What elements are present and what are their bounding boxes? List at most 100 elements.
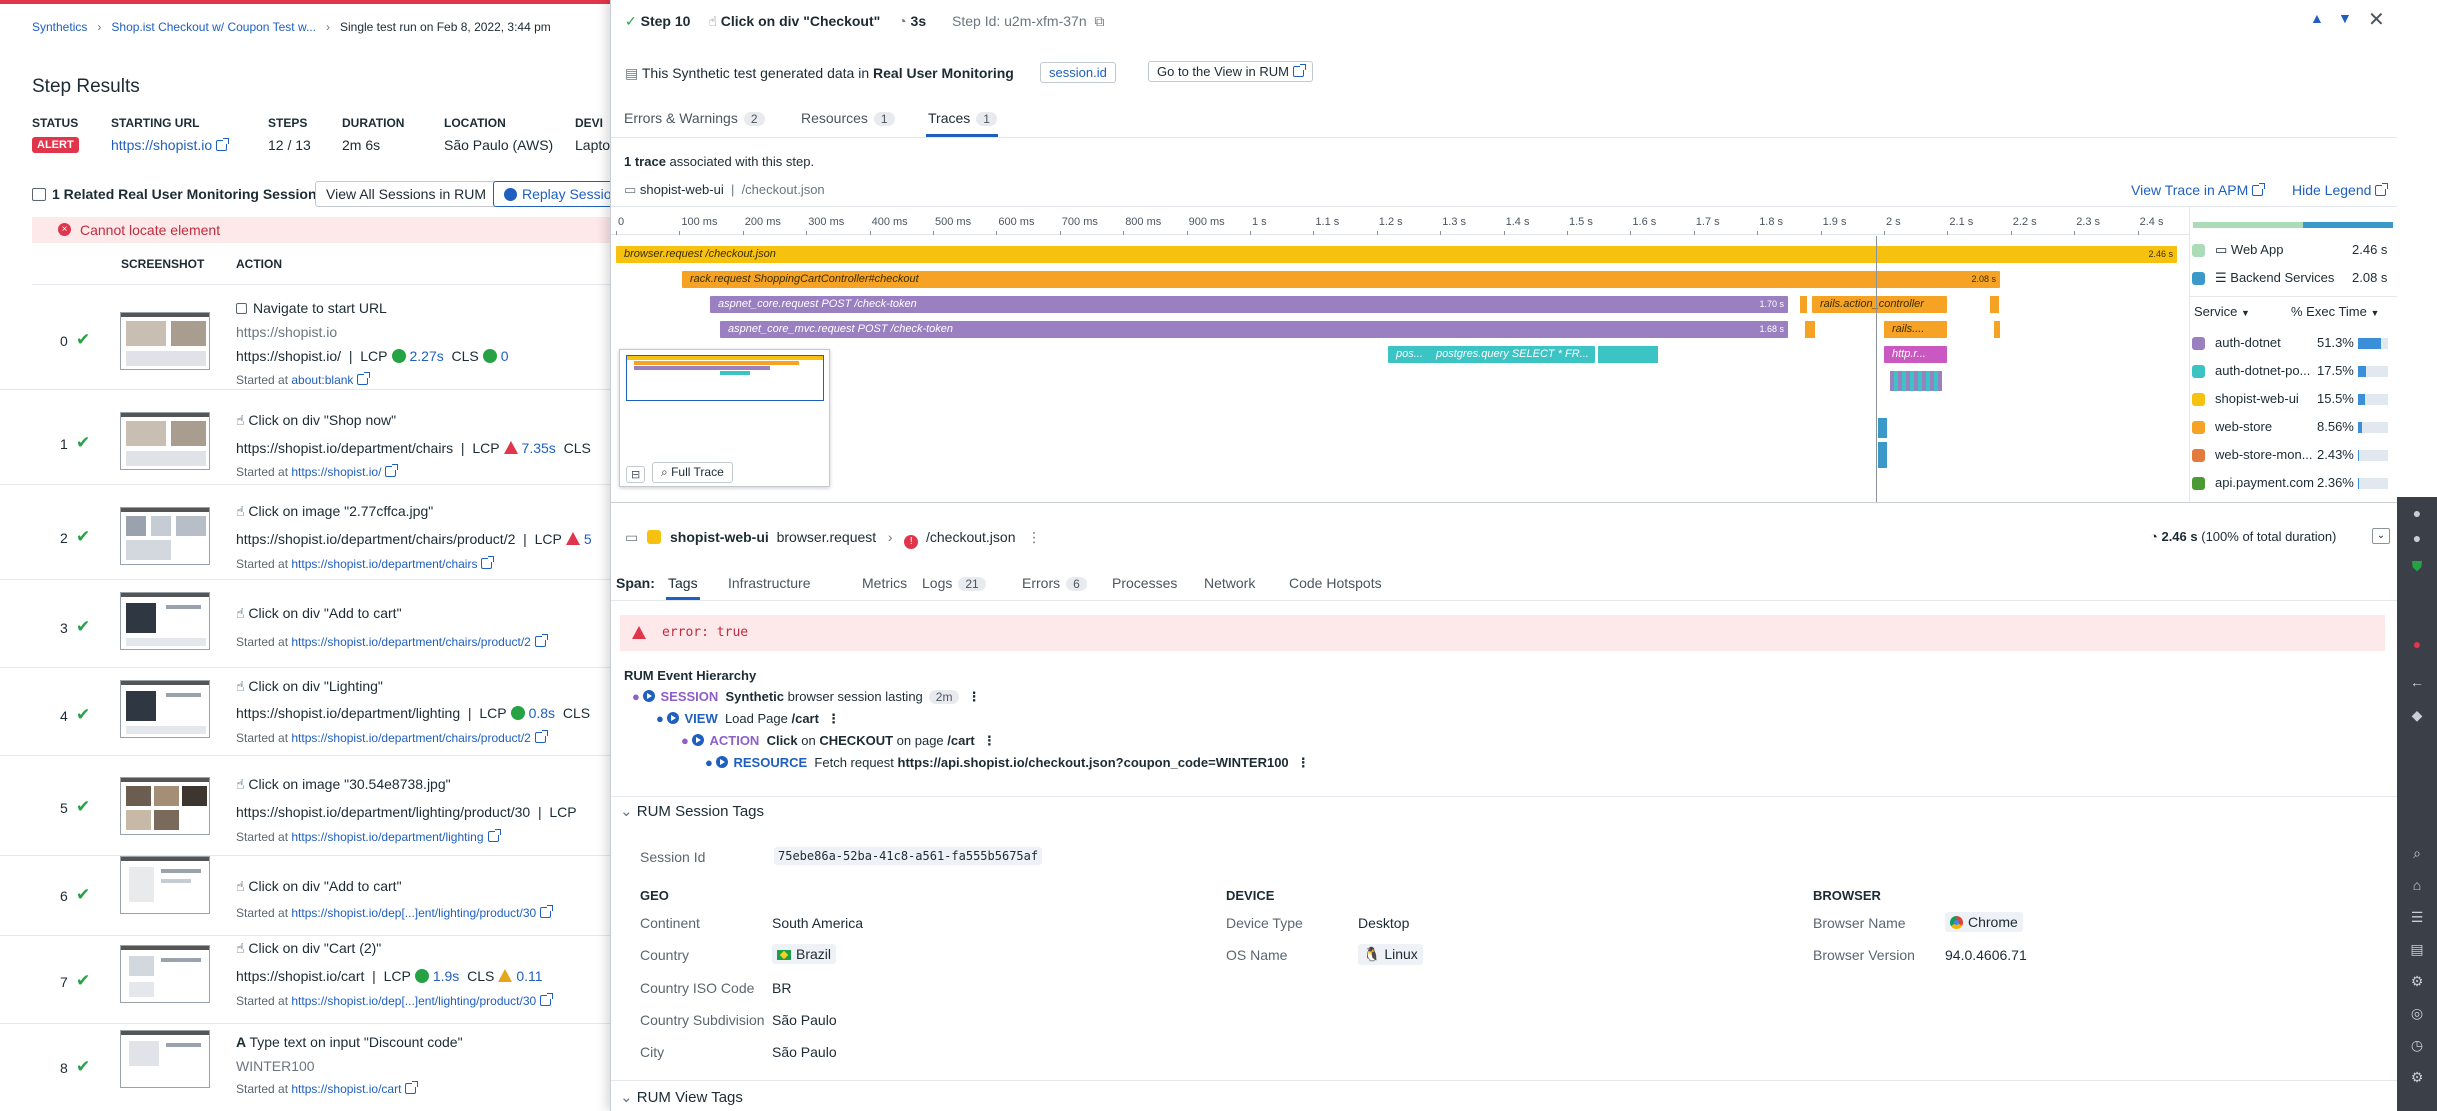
view-tags-section[interactable]: ⌄ RUM View Tags xyxy=(620,1089,743,1106)
hier-session[interactable]: ● SESSION Synthetic browser session last… xyxy=(632,689,980,705)
span-tab-processes[interactable]: Processes xyxy=(1112,575,1178,591)
hier-view[interactable]: ● VIEW Load Page /cart⋮ xyxy=(656,711,840,727)
step-screenshot[interactable] xyxy=(120,945,210,1003)
span-postgres-query[interactable]: postgres.query SELECT * FR... xyxy=(1428,346,1595,363)
tab-resources[interactable]: Resources 1 xyxy=(801,110,895,126)
tab-traces[interactable]: Traces 1 xyxy=(928,110,997,126)
step-row-8[interactable]: 8 ✔ A Type text on input "Discount code" … xyxy=(0,1024,610,1111)
geo-subdivision[interactable]: São Paulo xyxy=(772,1012,837,1028)
hier-resource[interactable]: ● RESOURCE Fetch request https://api.sho… xyxy=(705,755,1310,771)
geo-city[interactable]: São Paulo xyxy=(772,1044,837,1060)
span-rack-request[interactable]: rack.request ShoppingCartController#chec… xyxy=(682,271,2000,288)
browser-icon: ▭ xyxy=(624,182,640,197)
legend-exec-select[interactable]: % Exec Time ▼ xyxy=(2291,304,2380,319)
collapse-icon[interactable]: ⊟ xyxy=(626,466,646,483)
timeline-tick-mark xyxy=(806,231,808,235)
device-os[interactable]: 🐧 Linux xyxy=(1358,944,1423,965)
span-browser-request[interactable]: browser.request /checkout.json 2.46 s xyxy=(616,246,2177,263)
step-row-1[interactable]: 1 ✔ ☝ Click on div "Shop now" https://sho… xyxy=(0,390,610,485)
poor-icon xyxy=(503,441,518,454)
service-pct: 51.3% xyxy=(2317,335,2354,350)
step-screenshot[interactable] xyxy=(120,856,210,914)
full-trace-button[interactable]: ⌕ Full Trace xyxy=(652,462,733,483)
step-row-3[interactable]: 3 ✔ ☝ Click on div "Add to cart" Started … xyxy=(0,580,610,668)
external-link-icon xyxy=(540,993,554,1006)
span-tab-errors[interactable]: Errors 6 xyxy=(1022,575,1087,591)
home-icon[interactable]: ⌂ xyxy=(2412,877,2422,893)
list-icon[interactable]: ☰ xyxy=(2410,909,2424,925)
step-row-4[interactable]: 4 ✔ ☝ Click on div "Lighting" https://sho… xyxy=(0,668,610,756)
dot-icon[interactable]: ● xyxy=(2412,530,2422,546)
step-screenshot[interactable] xyxy=(120,777,210,835)
span-tab-network[interactable]: Network xyxy=(1204,575,1256,591)
trace-minimap[interactable]: ⊟ ⌕ Full Trace xyxy=(619,349,830,487)
dog-logo-icon[interactable]: ◆ xyxy=(2411,707,2423,723)
geo-country[interactable]: Brazil xyxy=(772,944,837,964)
record-icon[interactable]: ● xyxy=(2412,636,2422,652)
span-rails[interactable]: rails.... xyxy=(1884,321,1947,338)
span-postgres-a[interactable]: pos... xyxy=(1388,346,1436,363)
next-step-button[interactable]: ▼ xyxy=(2338,10,2352,26)
timeline-tick-mark xyxy=(2010,231,2012,235)
starting-url-link[interactable]: https://shopist.io xyxy=(111,137,230,153)
chart-icon[interactable]: ▤ xyxy=(2410,941,2424,957)
session-id-value[interactable]: 75ebe86a-52ba-41c8-a561-fa555b5675af xyxy=(774,847,1043,865)
back-arrow-icon[interactable]: ← xyxy=(2410,674,2424,690)
span-tab-infrastructure[interactable]: Infrastructure xyxy=(728,575,811,591)
go-to-rum-button[interactable]: Go to the View in RUM xyxy=(1148,61,1313,82)
browser-version[interactable]: 94.0.4606.71 xyxy=(1945,947,2027,963)
span-aspnet-core-request[interactable]: aspnet_core.request POST /check-token 1.7… xyxy=(710,296,1788,313)
flame-graph[interactable] xyxy=(611,206,2189,502)
breadcrumb-synthetics[interactable]: Synthetics xyxy=(32,20,88,34)
span-tab-code-hotspots[interactable]: Code Hotspots xyxy=(1289,575,1382,591)
geo-iso[interactable]: BR xyxy=(772,980,792,996)
prev-step-button[interactable]: ▲ xyxy=(2310,10,2324,26)
span-tab-tags[interactable]: Tags xyxy=(668,575,698,591)
shield-icon[interactable]: ⛊ xyxy=(2411,558,2423,574)
collapse-panel-icon[interactable]: ⌄ xyxy=(2372,528,2390,544)
hier-action[interactable]: ● ACTION Click on CHECKOUT on page /cart… xyxy=(681,733,996,749)
tab-errors-warnings[interactable]: Errors & Warnings 2 xyxy=(624,110,765,126)
check-icon: ✔ xyxy=(76,1057,91,1076)
step-screenshot[interactable] xyxy=(120,592,210,650)
step-screenshot[interactable] xyxy=(120,1030,210,1088)
settings-icon[interactable]: ⚙ xyxy=(2410,1069,2424,1085)
breadcrumb-test[interactable]: Shop.ist Checkout w/ Coupon Test w... xyxy=(111,20,316,34)
span-rails-action-controller[interactable]: rails.action_controller xyxy=(1812,296,1947,313)
span-aspnet-core-mvc-request[interactable]: aspnet_core_mvc.request POST /check-toke… xyxy=(720,321,1788,338)
geo-continent[interactable]: South America xyxy=(772,915,864,931)
server-icon: ☰ xyxy=(2215,270,2231,285)
span-tab-logs[interactable]: Logs 21 xyxy=(922,575,986,591)
step-row-2[interactable]: 2 ✔ ☝ Click on image "2.77cffca.jpg" http… xyxy=(0,485,610,580)
view-all-sessions-button[interactable]: View All Sessions in RUM xyxy=(315,181,498,207)
view-trace-apm-link[interactable]: View Trace in APM xyxy=(2131,182,2266,198)
legend-service-select[interactable]: Service ▼ xyxy=(2194,304,2250,319)
close-icon[interactable]: ✕ xyxy=(2368,9,2385,31)
span-tab-metrics[interactable]: Metrics xyxy=(862,575,908,591)
replay-session-button[interactable]: Replay Session xyxy=(493,181,610,207)
timeline-tick: 2.4 s xyxy=(2139,216,2164,228)
step-row-0[interactable]: 0 ✔ Navigate to start URL https://shopist… xyxy=(0,285,610,390)
device-type[interactable]: Desktop xyxy=(1358,915,1410,931)
gauge-icon[interactable]: ◷ xyxy=(2410,1037,2424,1053)
step-row-5[interactable]: 5 ✔ ☝ Click on image "30.54e8738.jpg" htt… xyxy=(0,756,610,856)
session-tags-section[interactable]: ⌄ RUM Session Tags xyxy=(620,803,765,820)
apple-icon[interactable] xyxy=(2409,608,2425,624)
more-icon[interactable]: ⋮ xyxy=(1019,529,1042,545)
dot-icon[interactable]: ● xyxy=(2412,505,2422,521)
search-icon[interactable]: ⌕ xyxy=(2413,845,2421,861)
copy-icon[interactable]: ⧉ xyxy=(1090,13,1105,29)
hide-legend-link[interactable]: Hide Legend xyxy=(2292,182,2389,198)
span-postgres-more[interactable] xyxy=(1598,346,1658,363)
step-screenshot[interactable] xyxy=(120,412,210,470)
infra-icon[interactable]: ◎ xyxy=(2410,1005,2424,1021)
step-screenshot[interactable] xyxy=(120,507,210,565)
session-id-tag[interactable]: session.id xyxy=(1040,62,1116,83)
step-row-6[interactable]: 6 ✔ ☝ Click on div "Add to cart" Started … xyxy=(0,856,610,936)
apm-icon[interactable]: ⚙ xyxy=(2410,973,2424,989)
browser-name[interactable]: Chrome xyxy=(1945,912,2023,932)
step-screenshot[interactable] xyxy=(120,312,210,370)
step-row-7[interactable]: 7 ✔ ☝ Click on div "Cart (2)" https://sho… xyxy=(0,936,610,1024)
span-http-request[interactable]: http.r... xyxy=(1884,346,1947,363)
step-screenshot[interactable] xyxy=(120,680,210,738)
